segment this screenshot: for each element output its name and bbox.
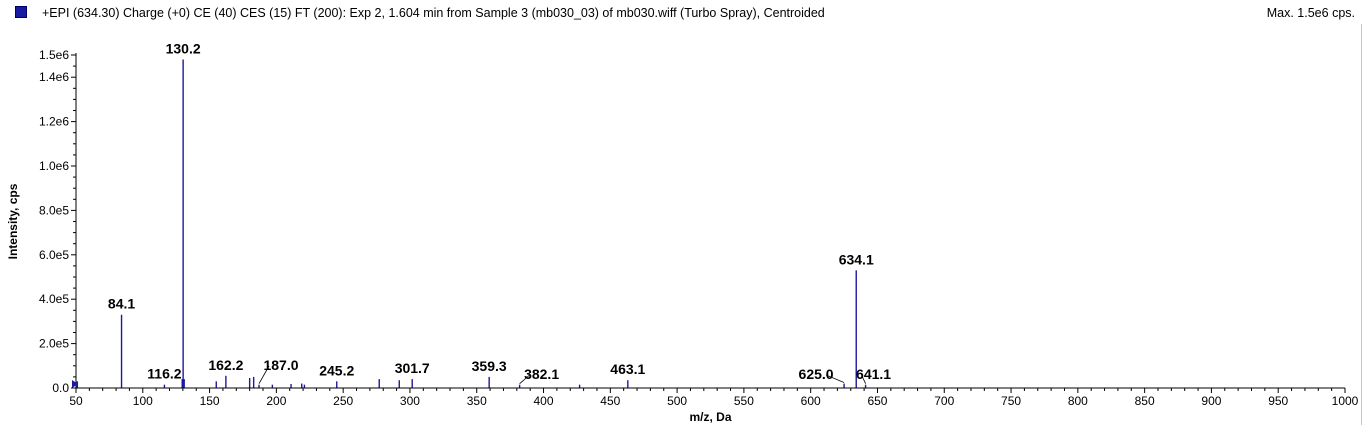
x-ticks: 50 100 150 200 250 300 350 400 450 500 550 600 650 70… <box>69 388 1359 408</box>
x-tick-label: 200 <box>266 394 286 408</box>
peak-label-leader <box>519 374 530 384</box>
x-tick-label: 400 <box>534 394 554 408</box>
x-tick-label: 950 <box>1268 394 1288 408</box>
y-tick-label: 2.0e5 <box>39 337 69 351</box>
series-legend-swatch[interactable] <box>15 6 27 18</box>
y-tick-label: 1.0e6 <box>39 159 69 173</box>
peak-label: 463.1 <box>610 361 645 377</box>
x-tick-label: 150 <box>200 394 220 408</box>
x-tick-label: 100 <box>133 394 153 408</box>
peaks-layer <box>76 59 867 388</box>
peak-label: 130.2 <box>166 40 201 56</box>
y-tick-label: 8.0e5 <box>39 203 69 217</box>
y-tick-label: 1.4e6 <box>39 70 69 84</box>
peak-labels-layer: 84.1 116.2 130.2 162.2 187.0 245.2 301.7 359.3 3… <box>108 40 891 384</box>
peak-label: 301.7 <box>395 360 430 376</box>
max-intensity-label: Max. 1.5e6 cps. <box>1266 6 1355 20</box>
peak-label: 187.0 <box>263 357 298 373</box>
y-tick-label: 6.0e5 <box>39 248 69 262</box>
x-tick-label: 300 <box>400 394 420 408</box>
origin-marker-icon[interactable] <box>72 380 78 388</box>
x-tick-label: 450 <box>600 394 620 408</box>
y-tick-label: 1.5e6 <box>39 48 69 62</box>
x-tick-label: 750 <box>1001 394 1021 408</box>
peak-label-leader <box>861 374 866 384</box>
x-tick-label: 1000 <box>1332 394 1359 408</box>
x-tick-label: 650 <box>867 394 887 408</box>
x-tick-label: 800 <box>1068 394 1088 408</box>
x-tick-label: 350 <box>467 394 487 408</box>
peak-label: 162.2 <box>208 357 243 373</box>
axes-layer <box>72 53 1345 389</box>
peak-label-leader <box>258 365 270 384</box>
panel-right-border <box>1361 24 1362 425</box>
spectrum-title: +EPI (634.30) Charge (+0) CE (40) CES (1… <box>42 6 825 20</box>
peak-label: 634.1 <box>839 251 874 267</box>
peak-label: 625.0 <box>799 366 834 382</box>
x-axis-title: m/z, Da <box>689 410 731 424</box>
x-tick-label: 250 <box>333 394 353 408</box>
peak-label: 116.2 <box>147 366 181 382</box>
x-tick-label: 500 <box>667 394 687 408</box>
x-tick-label: 550 <box>734 394 754 408</box>
y-ticks: 0.0 2.0e5 4.0e5 6.0e5 8.0e5 1.0e6 1.2e6 1.4e6 1.… <box>39 48 76 395</box>
x-tick-label: 850 <box>1135 394 1155 408</box>
y-tick-label: 0.0 <box>52 381 69 395</box>
x-tick-label: 600 <box>801 394 821 408</box>
peak-label: 359.3 <box>472 358 507 374</box>
x-tick-label: 50 <box>69 394 83 408</box>
peak-label: 84.1 <box>108 296 135 312</box>
peak-label: 245.2 <box>319 362 354 378</box>
peak-label: 382.1 <box>524 366 559 382</box>
y-tick-label: 4.0e5 <box>39 292 69 306</box>
y-axis-title: Intensity, cps <box>6 183 20 259</box>
x-tick-label: 900 <box>1201 394 1221 408</box>
peak-label-leader <box>825 374 845 383</box>
x-tick-label: 700 <box>934 394 954 408</box>
peak-label: 641.1 <box>856 366 891 382</box>
y-tick-label: 1.2e6 <box>39 115 69 129</box>
spectrum-header: +EPI (634.30) Charge (+0) CE (40) CES (1… <box>0 0 1365 28</box>
